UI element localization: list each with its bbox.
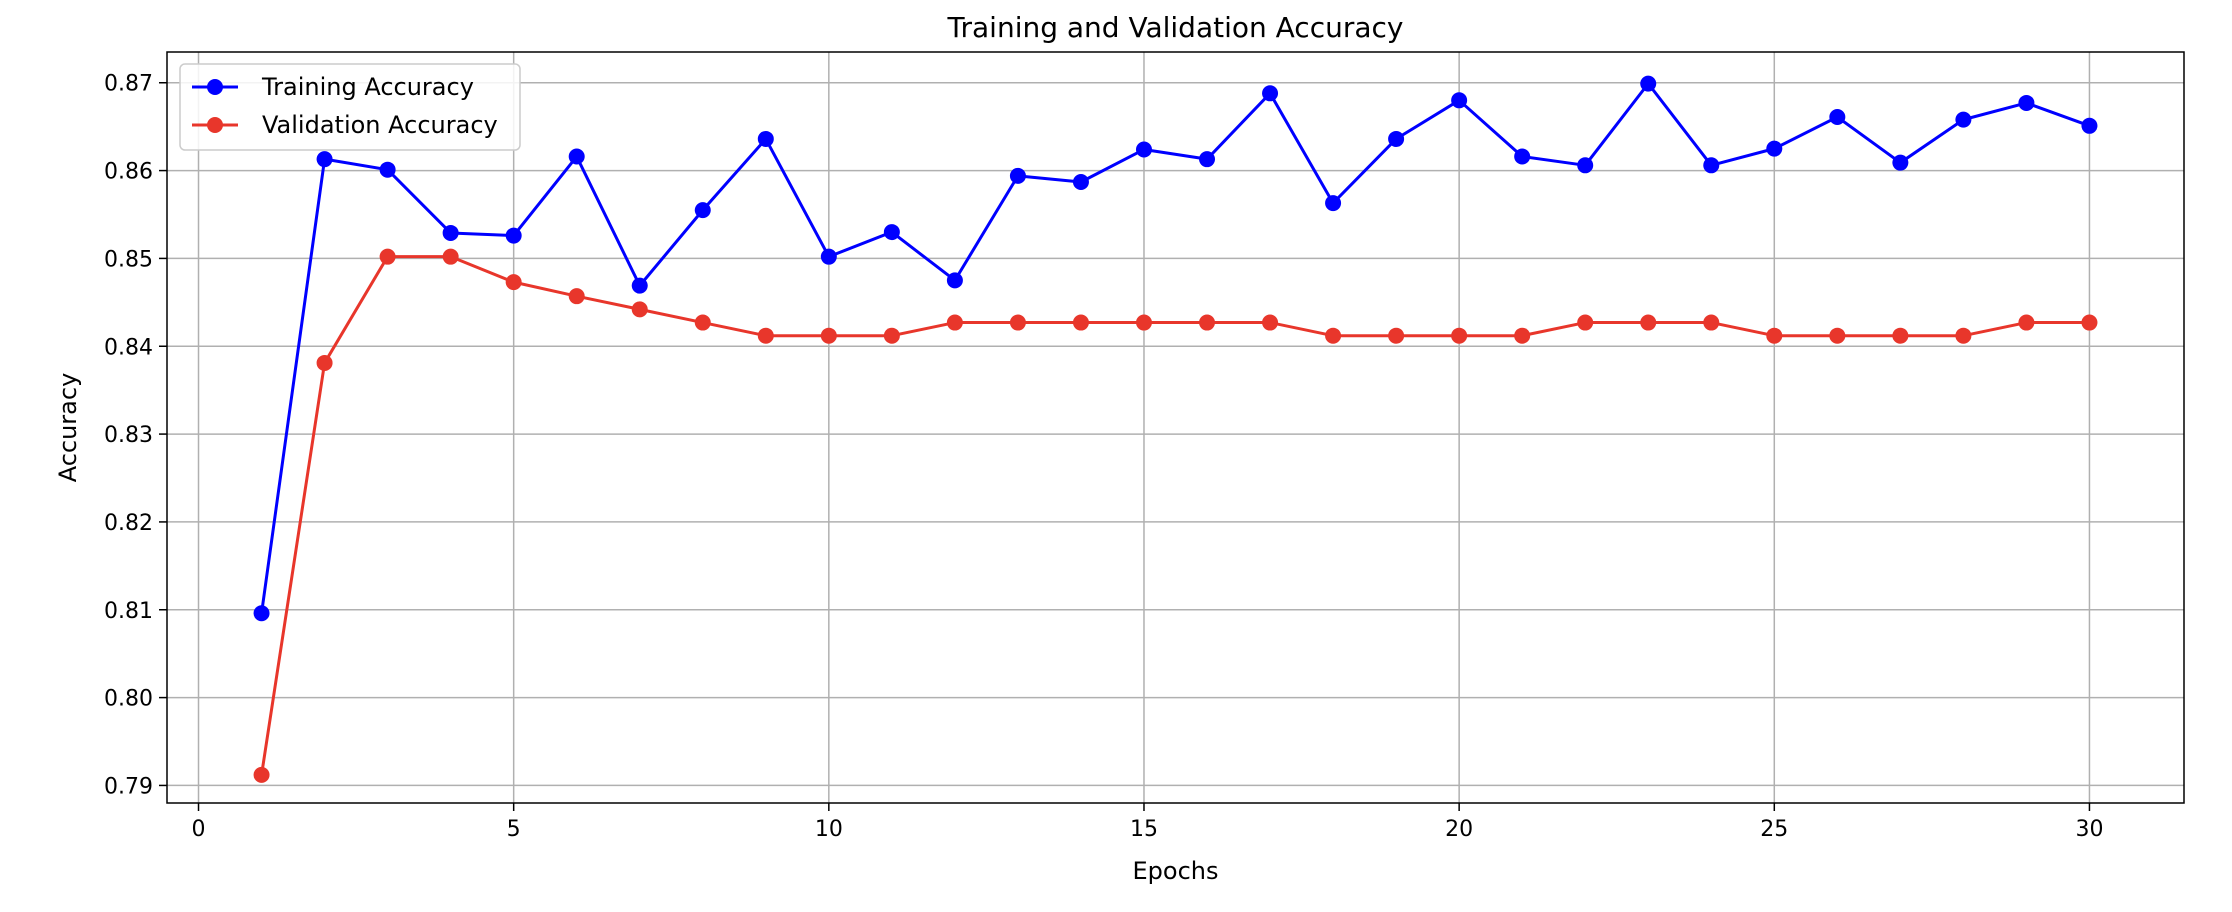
y-tick-label: 0.87 xyxy=(104,72,153,97)
data-point xyxy=(2018,314,2035,331)
legend-marker xyxy=(207,79,223,95)
data-point xyxy=(883,224,900,241)
data-point xyxy=(1388,130,1405,147)
data-point xyxy=(946,272,963,289)
data-point xyxy=(1199,151,1216,168)
data-point xyxy=(631,277,648,294)
legend: Training Accuracy Validation Accuracy xyxy=(179,63,521,151)
y-tick-label: 0.86 xyxy=(104,160,153,185)
data-point xyxy=(1072,173,1089,190)
legend-label: Validation Accuracy xyxy=(262,111,498,139)
x-tick-label: 10 xyxy=(815,817,843,842)
y-tick-label: 0.81 xyxy=(104,599,153,624)
data-point xyxy=(253,605,270,622)
data-point xyxy=(1829,108,1846,125)
data-point xyxy=(1514,327,1531,344)
data-point xyxy=(757,327,774,344)
data-point xyxy=(946,314,963,331)
data-point xyxy=(883,327,900,344)
data-point xyxy=(820,248,837,265)
legend-box xyxy=(179,63,521,151)
x-tick-label: 20 xyxy=(1445,817,1473,842)
data-point xyxy=(1514,148,1531,165)
data-point xyxy=(1703,157,1720,174)
data-point xyxy=(379,248,396,265)
legend-entry: Validation Accuracy xyxy=(192,111,498,139)
data-point xyxy=(568,148,585,165)
data-point xyxy=(1135,314,1152,331)
x-tick-label: 0 xyxy=(192,817,206,842)
data-point xyxy=(1766,327,1783,344)
data-point xyxy=(1451,327,1468,344)
data-point xyxy=(1009,314,1026,331)
data-point xyxy=(505,274,522,291)
y-axis-label: Accuracy xyxy=(54,373,82,483)
data-point xyxy=(2018,94,2035,111)
data-point xyxy=(505,227,522,244)
y-tick-label: 0.82 xyxy=(104,511,153,536)
legend-label: Training Accuracy xyxy=(261,73,474,101)
data-point xyxy=(316,151,333,168)
series xyxy=(253,75,2098,783)
chart-title: Training and Validation Accuracy xyxy=(947,11,1404,44)
data-point xyxy=(1892,154,1909,171)
data-point xyxy=(1892,327,1909,344)
data-point xyxy=(1829,327,1846,344)
data-point xyxy=(2081,314,2098,331)
data-point xyxy=(1262,85,1279,102)
data-point xyxy=(1262,314,1279,331)
data-point xyxy=(1325,195,1342,212)
data-point xyxy=(1955,327,1972,344)
x-tick-label: 30 xyxy=(2075,817,2103,842)
x-axis-label: Epochs xyxy=(1133,857,1219,885)
x-tick-label: 5 xyxy=(507,817,521,842)
y-tick-label: 0.85 xyxy=(104,247,153,272)
data-point xyxy=(1388,327,1405,344)
y-tick-label: 0.80 xyxy=(104,687,153,712)
data-point xyxy=(1766,140,1783,157)
ticks: 0 5 10 15 20 25 30 0.79 0.80 0.81 0.82 0.83 0.84 0.85… xyxy=(104,72,2103,842)
x-tick-label: 15 xyxy=(1130,817,1158,842)
data-point xyxy=(1640,314,1657,331)
grid xyxy=(167,52,2184,803)
series-line xyxy=(260,82,2090,614)
data-point xyxy=(631,301,648,318)
y-tick-label: 0.83 xyxy=(104,423,153,448)
data-point xyxy=(1577,314,1594,331)
data-point xyxy=(316,354,333,371)
y-tick-label: 0.79 xyxy=(104,774,153,799)
legend-entry: Training Accuracy xyxy=(192,73,474,101)
plot-frame xyxy=(166,51,2185,804)
data-point xyxy=(442,224,459,241)
data-point xyxy=(1451,92,1468,109)
legend-marker xyxy=(207,117,223,133)
series-training-accuracy xyxy=(253,75,2098,622)
data-point xyxy=(694,314,711,331)
data-point xyxy=(694,202,711,219)
data-point xyxy=(1703,314,1720,331)
data-point xyxy=(1325,327,1342,344)
data-point xyxy=(757,130,774,147)
series-validation-accuracy xyxy=(253,248,2098,783)
data-point xyxy=(1577,157,1594,174)
data-point xyxy=(1199,314,1216,331)
data-point xyxy=(2081,117,2098,134)
data-point xyxy=(379,161,396,178)
data-point xyxy=(568,288,585,305)
data-point xyxy=(253,766,270,783)
x-tick-label: 25 xyxy=(1760,817,1788,842)
data-point xyxy=(442,248,459,265)
data-point xyxy=(1009,167,1026,184)
series-line xyxy=(260,255,2090,776)
data-point xyxy=(820,327,837,344)
data-point xyxy=(1072,314,1089,331)
data-point xyxy=(1640,75,1657,92)
data-point xyxy=(1955,111,1972,128)
data-point xyxy=(1135,141,1152,158)
y-tick-label: 0.84 xyxy=(104,335,153,360)
